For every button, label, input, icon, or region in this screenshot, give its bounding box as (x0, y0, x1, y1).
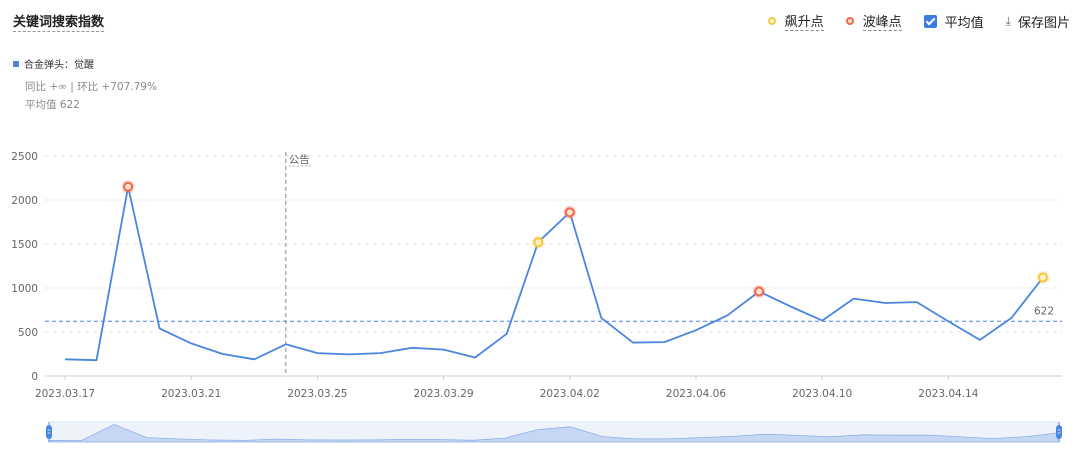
x-tick-label: 2023.03.17 (35, 388, 95, 400)
peak-label: 波峰点 (862, 11, 902, 31)
surge-toggle[interactable]: 飙升点 (767, 11, 824, 31)
x-tick-label: 2023.03.25 (287, 388, 347, 400)
series-line (64, 185, 1044, 362)
peak-point[interactable] (123, 181, 134, 192)
annotation-label[interactable]: 公告 (289, 153, 310, 166)
page-title: 关键词搜索指数 (13, 11, 105, 32)
range-slider-left-handle[interactable] (46, 425, 52, 439)
x-tick-label: 2023.03.21 (161, 388, 221, 400)
toolbar: 飙升点 波峰点 平均值 ⤓ 保存图片 (746, 11, 1070, 31)
average-toggle[interactable]: 平均值 (923, 12, 984, 31)
y-tick-label: 500 (18, 327, 38, 339)
average-stats: 平均值 622 (25, 99, 80, 111)
peak-dot-icon (845, 17, 854, 25)
average-value-label: 622 (1034, 305, 1054, 317)
peak-point[interactable] (564, 207, 575, 218)
checkbox-checked-icon[interactable] (923, 14, 937, 28)
surge-label: 飙升点 (784, 11, 824, 31)
x-tick-label: 2023.03.29 (414, 388, 474, 400)
stats-panel: 同比 +∞ | 环比 +707.79% 平均值 622 (25, 78, 157, 114)
y-tick-label: 0 (31, 371, 38, 383)
y-tick-label: 2500 (11, 151, 38, 163)
range-slider-right-handle[interactable] (1056, 425, 1062, 439)
x-tick-label: 2023.04.14 (918, 388, 978, 400)
header: 关键词搜索指数 飙升点 波峰点 平均值 ⤓ 保存图片 (0, 0, 1080, 40)
peak-toggle[interactable]: 波峰点 (845, 11, 902, 31)
save-image-button[interactable]: ⤓ 保存图片 (1006, 12, 1070, 31)
surge-point[interactable] (533, 237, 544, 248)
y-tick-label: 1500 (11, 239, 38, 251)
series-legend[interactable]: 合金弹头：觉醒 (13, 56, 94, 71)
save-image-label: 保存图片 (1017, 15, 1070, 31)
surge-point[interactable] (1038, 272, 1048, 283)
legend-series-name: 合金弹头：觉醒 (24, 60, 94, 71)
average-label: 平均值 (944, 15, 984, 31)
x-tick-label: 2023.04.06 (666, 388, 726, 400)
compare-stats: 同比 +∞ | 环比 +707.79% (25, 81, 157, 93)
surge-dot-icon (767, 17, 776, 25)
range-slider-preview (48, 423, 1060, 443)
legend-square-icon (13, 60, 19, 67)
y-tick-label: 2000 (11, 195, 38, 207)
x-tick-label: 2023.04.10 (792, 388, 852, 400)
y-tick-label: 1000 (11, 283, 38, 295)
download-icon: ⤓ (1005, 13, 1011, 28)
x-tick-label: 2023.04.02 (540, 388, 600, 400)
peak-point[interactable] (754, 286, 765, 297)
